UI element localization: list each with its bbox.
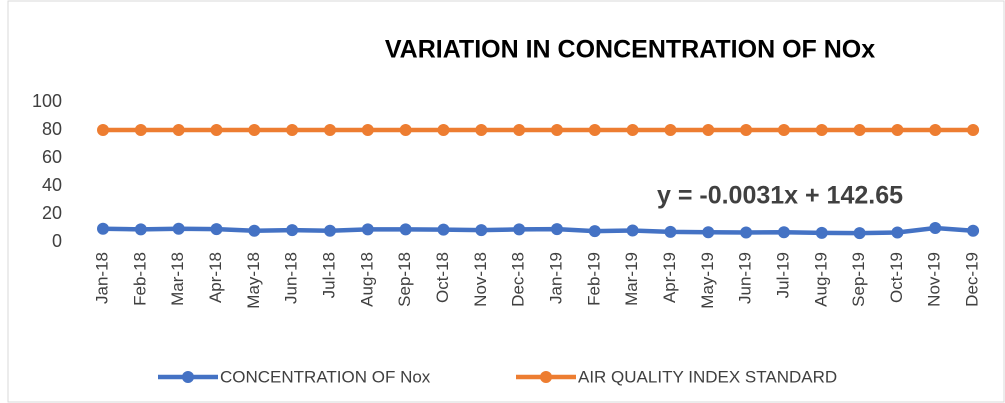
x-tick-label: Jun-19 xyxy=(736,252,755,304)
data-point xyxy=(361,223,374,236)
x-tick-label: Aug-18 xyxy=(357,252,376,307)
data-point xyxy=(929,124,942,136)
x-tick-label: Feb-18 xyxy=(130,252,149,306)
trendline-equation: y = -0.0031x + 142.65 xyxy=(657,182,903,210)
legend-item: AIR QUALITY INDEX STANDARD xyxy=(516,367,837,386)
x-tick-label: May-18 xyxy=(244,252,263,309)
data-point xyxy=(513,223,526,236)
x-tick-label: Sep-18 xyxy=(395,252,414,307)
data-point xyxy=(967,124,980,136)
data-point xyxy=(172,222,185,235)
x-tick-label: Jul-18 xyxy=(319,252,338,298)
data-point xyxy=(777,124,790,136)
data-point xyxy=(286,124,299,136)
data-point xyxy=(815,226,828,239)
data-point xyxy=(891,226,904,239)
x-tick-label: May-19 xyxy=(698,252,717,309)
data-point xyxy=(967,224,980,237)
data-point xyxy=(513,124,526,136)
data-point xyxy=(475,224,488,237)
data-point xyxy=(248,124,261,136)
data-point xyxy=(437,124,450,136)
y-tick-label: 80 xyxy=(42,119,62,139)
legend-label: AIR QUALITY INDEX STANDARD xyxy=(578,367,837,386)
data-point xyxy=(626,124,639,136)
data-point xyxy=(134,124,147,136)
data-point xyxy=(777,226,790,239)
x-tick-label: Jul-19 xyxy=(773,252,792,298)
chart-frame xyxy=(7,0,1005,403)
x-tick-label: Nov-19 xyxy=(925,252,944,307)
data-point xyxy=(210,124,223,136)
data-point xyxy=(97,124,109,136)
data-point xyxy=(210,223,223,236)
data-point xyxy=(361,124,374,136)
legend-label: CONCENTRATION OF Nox xyxy=(220,367,431,386)
x-tick-label: Jun-18 xyxy=(282,252,301,304)
data-point xyxy=(97,222,109,235)
data-point xyxy=(437,223,450,236)
x-tick-label: Oct-18 xyxy=(433,252,452,303)
data-point xyxy=(626,224,639,237)
data-point xyxy=(323,224,336,237)
data-point xyxy=(550,124,563,136)
data-point xyxy=(172,124,185,136)
x-tick-label: Feb-19 xyxy=(584,252,603,306)
data-point xyxy=(815,124,828,136)
chart-title: VARIATION IN CONCENTRATION OF NOx xyxy=(385,36,875,64)
x-tick-label: Mar-18 xyxy=(168,252,187,306)
data-point xyxy=(853,124,866,136)
y-tick-label: 60 xyxy=(42,147,62,167)
legend-item: CONCENTRATION OF Nox xyxy=(158,367,431,386)
series-line xyxy=(102,225,974,236)
x-tick-label: Dec-18 xyxy=(509,252,528,307)
x-tick-label: Dec-19 xyxy=(963,252,982,307)
data-point xyxy=(853,227,866,240)
x-tick-label: Nov-18 xyxy=(471,252,490,307)
data-point xyxy=(399,124,412,136)
x-tick-label: Apr-18 xyxy=(206,252,225,303)
data-point xyxy=(588,124,601,136)
data-point xyxy=(702,124,715,136)
data-point xyxy=(134,223,147,236)
data-point xyxy=(286,224,299,237)
legend-marker xyxy=(182,371,194,383)
data-point xyxy=(929,222,942,234)
data-point xyxy=(664,225,677,238)
data-point xyxy=(891,124,904,136)
y-tick-label: 0 xyxy=(52,231,62,251)
y-tick-label: 20 xyxy=(42,203,62,223)
x-tick-label: Oct-19 xyxy=(887,252,906,303)
x-tick-label: Mar-19 xyxy=(622,252,641,306)
data-point xyxy=(664,124,677,136)
x-tick-label: Aug-19 xyxy=(811,252,830,307)
data-point xyxy=(740,124,753,136)
y-tick-label: 100 xyxy=(32,91,62,111)
x-tick-label: Jan-18 xyxy=(92,252,111,304)
y-tick-label: 40 xyxy=(42,175,62,195)
x-tick-label: Jan-19 xyxy=(546,252,565,304)
data-point xyxy=(740,226,753,239)
data-point xyxy=(248,224,261,237)
x-tick-label: Sep-19 xyxy=(849,252,868,307)
data-point xyxy=(399,223,412,236)
data-point xyxy=(323,124,336,136)
data-point xyxy=(588,225,601,238)
data-point xyxy=(475,124,488,136)
data-point xyxy=(550,223,563,236)
legend-marker xyxy=(540,371,552,383)
x-tick-label: Apr-19 xyxy=(660,252,679,303)
data-point xyxy=(702,226,715,239)
